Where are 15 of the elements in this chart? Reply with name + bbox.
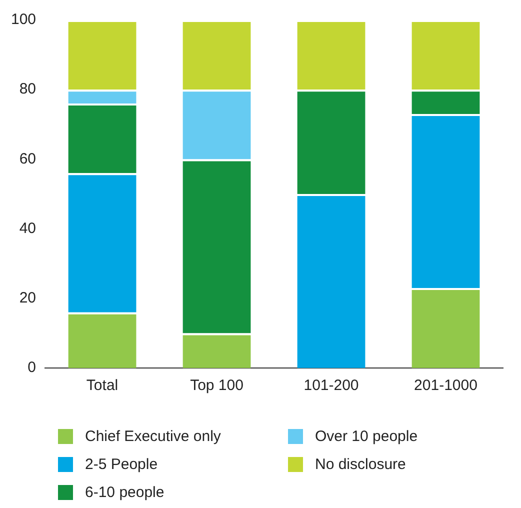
y-tick-label: 80 — [19, 80, 36, 98]
y-tick-label: 0 — [28, 359, 36, 376]
legend-label: Over 10 people — [315, 428, 418, 444]
x-tick-label: Top 100 — [190, 377, 244, 394]
legend-label: 2-5 People — [85, 456, 158, 472]
x-tick-label: 101-200 — [304, 377, 359, 394]
legend-label: 6-10 people — [85, 484, 164, 500]
legend-label: No disclosure — [315, 456, 406, 472]
x-tick-label: Total — [86, 377, 118, 394]
y-tick-label: 40 — [19, 220, 36, 237]
x-tick-label: 201-1000 — [414, 377, 478, 394]
y-tick-label: 100 — [10, 11, 36, 28]
legend-label: Chief Executive only — [85, 428, 221, 444]
y-tick-label: 60 — [19, 150, 36, 168]
y-tick-label: 20 — [19, 290, 36, 307]
